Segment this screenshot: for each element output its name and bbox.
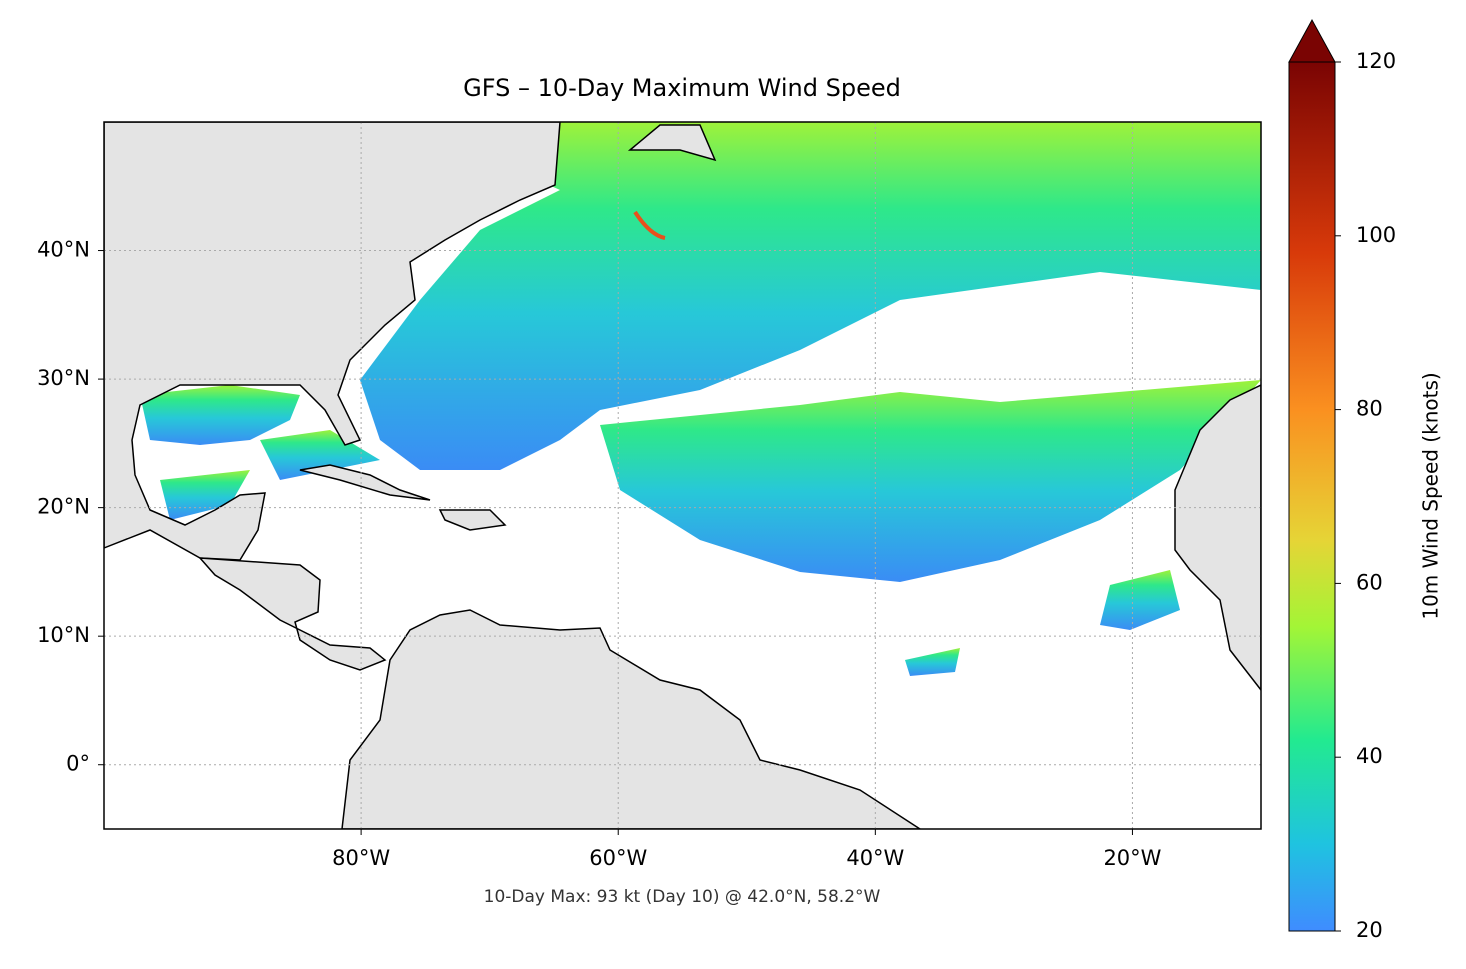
colorbar-label: 10m Wind Speed (knots) [1419,372,1443,619]
x-tick-label: 40°W [846,846,904,870]
land [438,509,507,531]
chart-title: GFS – 10-Day Maximum Wind Speed [463,74,901,102]
colorbar-tick-label: 20 [1356,918,1383,942]
wind-field [104,122,1261,676]
y-tick-label: 0° [66,752,90,776]
map [104,122,1261,829]
land [627,124,717,162]
wind-area [140,385,300,445]
x-tick-label: 20°W [1103,846,1161,870]
wind-area [160,470,250,520]
land [299,464,431,501]
y-tick-label: 30°N [37,366,90,390]
land [104,122,561,561]
y-tick-label: 10°N [37,623,90,647]
land [198,557,387,671]
colorbar-tick-label: 120 [1356,49,1396,73]
wind-max-streak [633,210,666,240]
wind-area [905,648,960,676]
map-frame [103,121,1262,830]
x-tick-label: 80°W [332,846,390,870]
colorbar-tick-label: 60 [1356,570,1383,594]
colorbar-tick-label: 100 [1356,223,1396,247]
annotation: 10-Day Max: 93 kt (Day 10) @ 42.0°N, 58.… [484,887,881,907]
y-tick-label: 20°N [37,495,90,519]
colorbar-tick-label: 80 [1356,397,1383,421]
land [104,122,1261,829]
wind-area [600,380,1261,582]
wind-area [360,122,1261,470]
y-tick-label: 40°N [37,238,90,262]
land [1174,384,1261,692]
wind-area [1100,570,1180,630]
colorbar-tick-label: 40 [1356,744,1383,768]
colorbar [1288,61,1336,932]
land [341,609,922,829]
x-tick-label: 60°W [589,846,647,870]
colorbar-extend [1288,18,1336,63]
